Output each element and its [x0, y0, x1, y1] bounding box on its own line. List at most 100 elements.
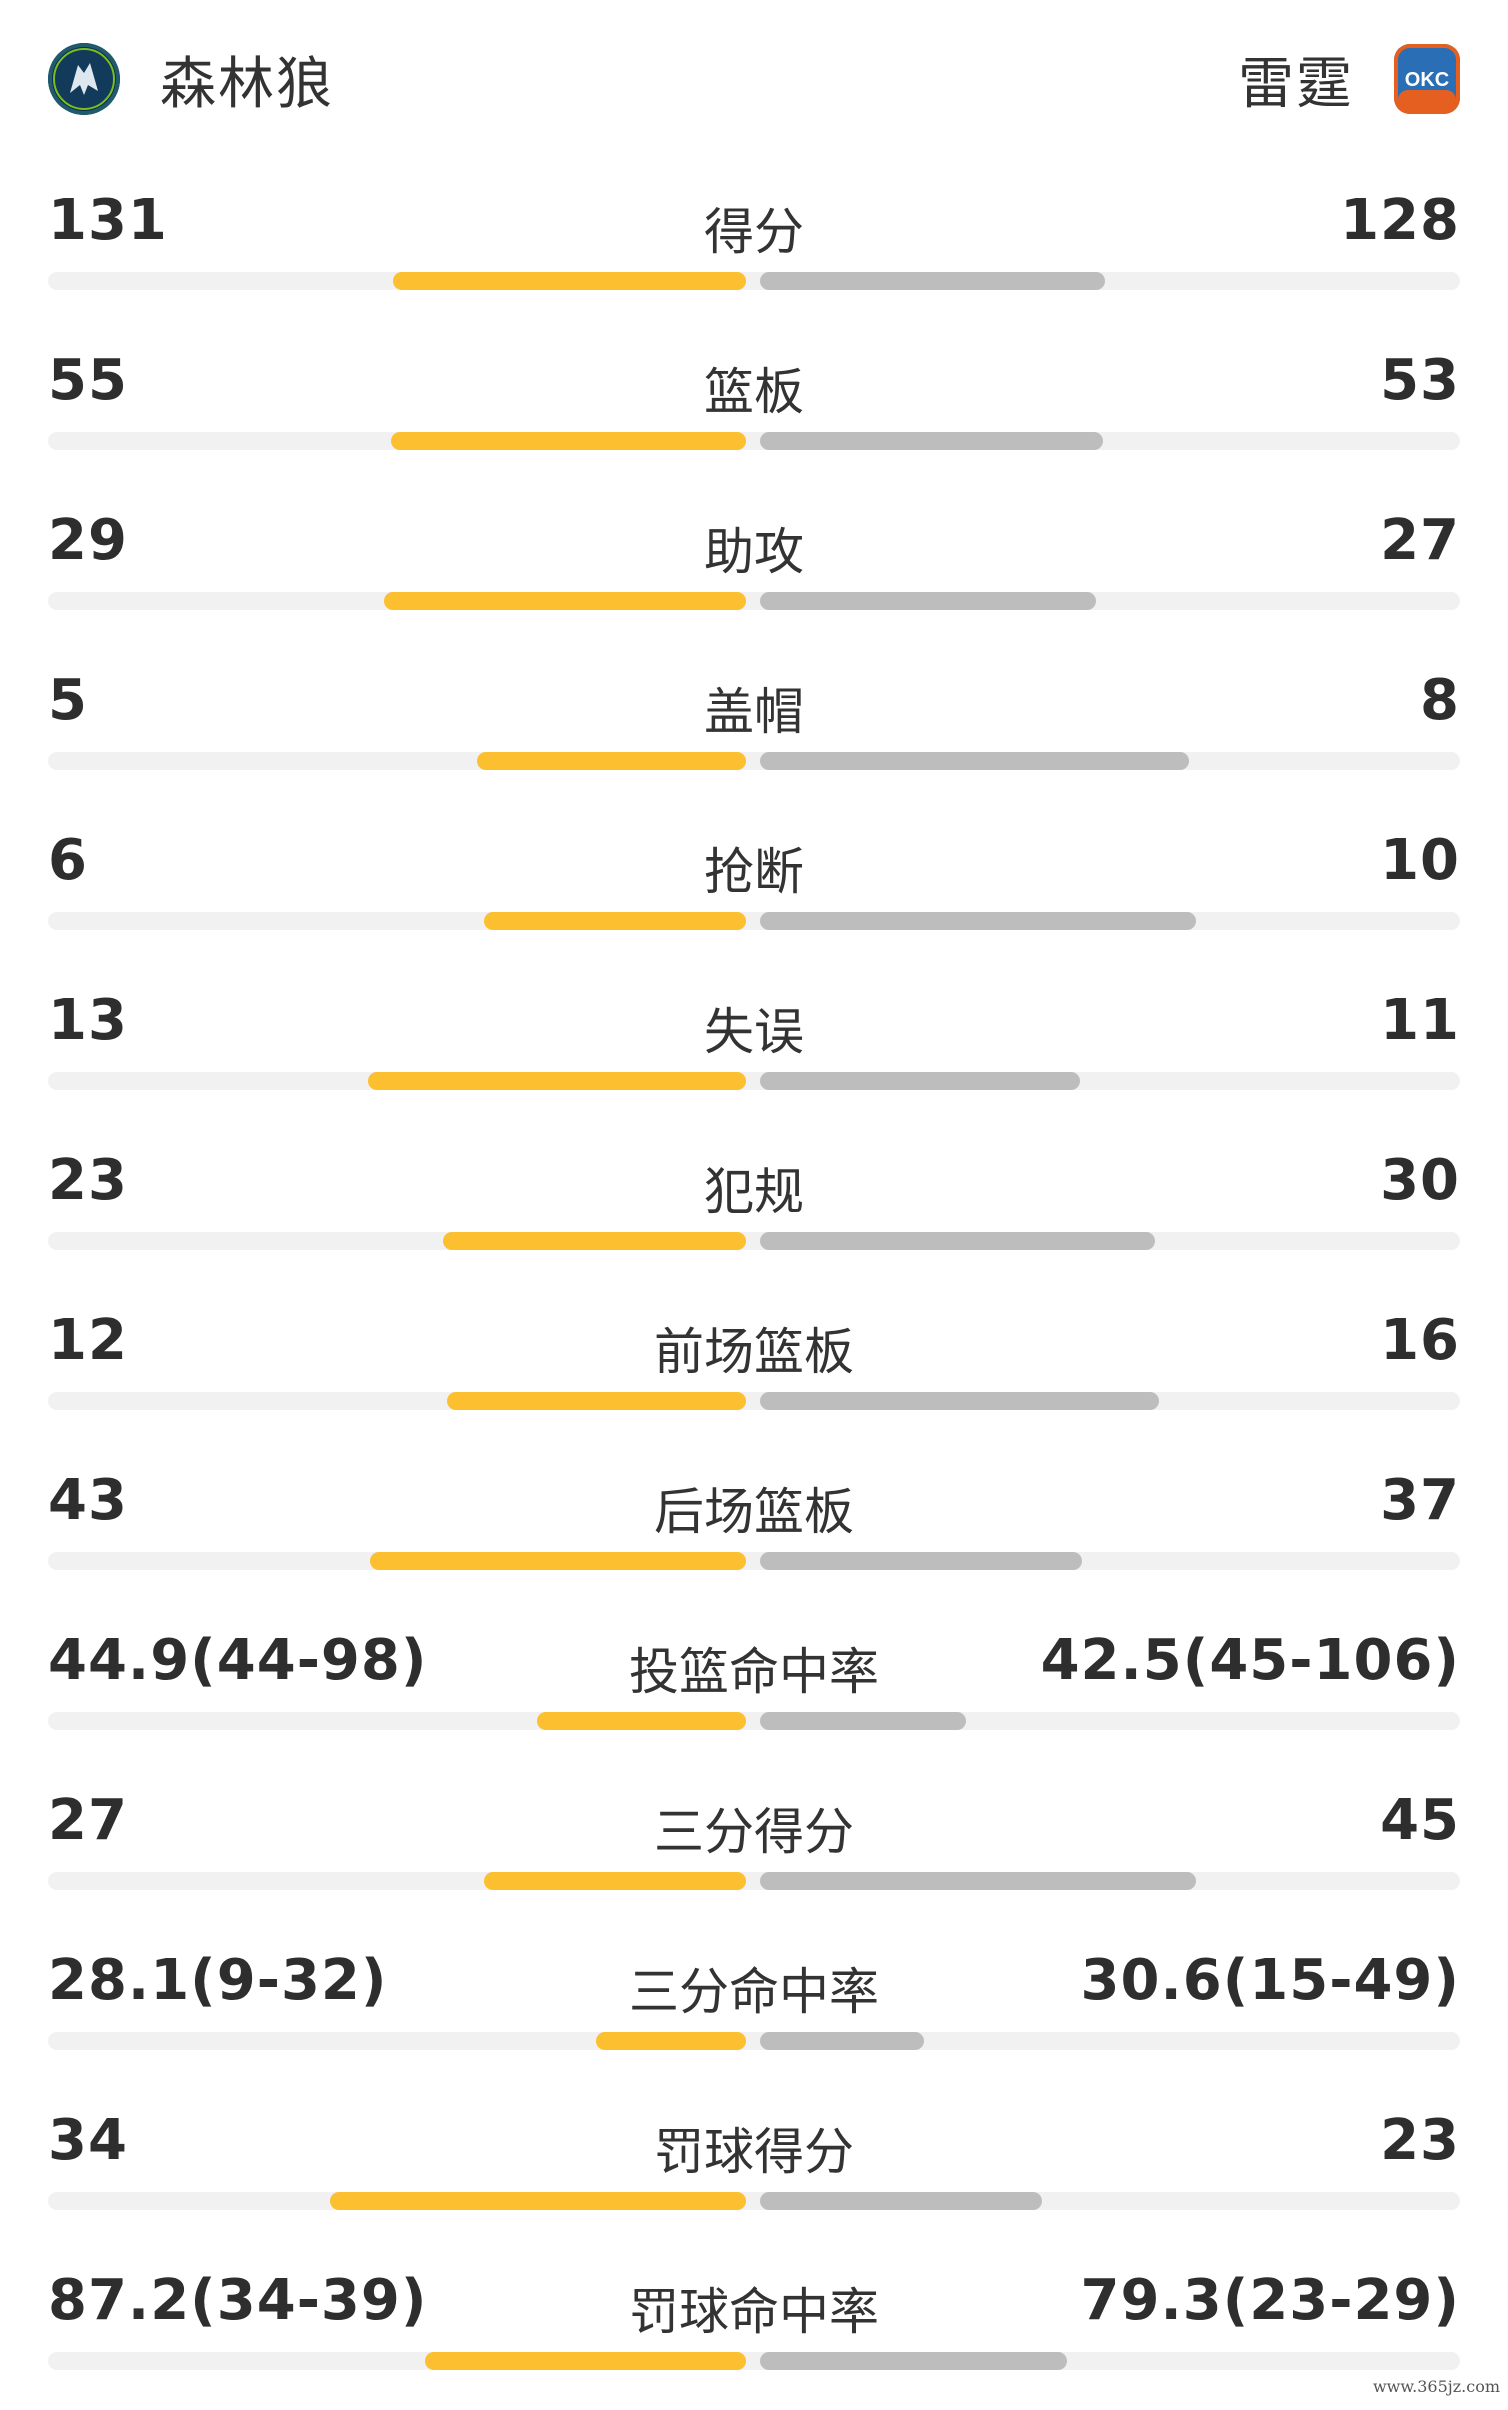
away-stat-bar [760, 432, 1103, 450]
home-stat-bar [370, 1552, 746, 1570]
home-stat-value: 55 [48, 348, 128, 413]
timberwolves-logo-icon [48, 43, 120, 115]
home-stat-value: 6 [48, 828, 88, 893]
home-team[interactable]: 森林狼 [48, 38, 334, 120]
away-stat-bar [760, 752, 1189, 770]
stats-comparison-list: 131 得分 128 55 篮板 53 29 助攻 27 5 盖帽 8 6 抢断 10 13 失误 11 23 犯规 3… [0, 170, 1508, 2410]
away-team-name: 雷霆 [1238, 51, 1354, 117]
away-stat-value: 27 [1380, 508, 1460, 573]
stat-row: 43 后场篮板 37 [0, 1450, 1508, 1610]
home-stat-value: 44.9(44-98) [48, 1628, 428, 1693]
stat-row: 131 得分 128 [0, 170, 1508, 330]
away-stat-value: 23 [1380, 2108, 1460, 2173]
stat-label: 失误 [704, 1003, 804, 1061]
stat-row: 28.1(9-32) 三分命中率 30.6(15-49) [0, 1930, 1508, 2090]
away-stat-value: 30.6(15-49) [1080, 1948, 1460, 2013]
match-header: 森林狼 雷霆 OKC [0, 0, 1508, 150]
stat-row: 87.2(34-39) 罚球命中率 79.3(23-29) [0, 2250, 1508, 2410]
home-stat-bar [330, 2192, 746, 2210]
stat-bar-track [48, 2352, 1460, 2370]
stat-row: 27 三分得分 45 [0, 1770, 1508, 1930]
stat-bar-track [48, 912, 1460, 930]
stat-bar-track [48, 1872, 1460, 1890]
stat-label: 罚球命中率 [629, 2283, 879, 2341]
home-stat-bar [596, 2032, 746, 2050]
home-stat-value: 23 [48, 1148, 128, 1213]
home-stat-value: 43 [48, 1468, 128, 1533]
home-stat-bar [391, 432, 746, 450]
home-stat-bar [368, 1072, 746, 1090]
home-stat-bar [443, 1232, 746, 1250]
home-stat-bar [425, 2352, 746, 2370]
stat-row: 12 前场篮板 16 [0, 1290, 1508, 1450]
stat-label: 犯规 [704, 1163, 804, 1221]
stat-row: 44.9(44-98) 投篮命中率 42.5(45-106) [0, 1610, 1508, 1770]
away-stat-bar [760, 1552, 1082, 1570]
home-stat-value: 87.2(34-39) [48, 2268, 428, 2333]
thunder-okc-logo-icon: OKC [1394, 44, 1460, 114]
watermark: www.365jz.com [1372, 2377, 1500, 2396]
stat-label: 篮板 [704, 363, 804, 421]
home-stat-value: 13 [48, 988, 128, 1053]
stat-bar-track [48, 1072, 1460, 1090]
away-stat-value: 45 [1380, 1788, 1460, 1853]
away-stat-bar [760, 272, 1105, 290]
stat-bar-track [48, 2192, 1460, 2210]
away-stat-bar [760, 2352, 1067, 2370]
home-stat-bar [484, 1872, 746, 1890]
home-stat-bar [477, 752, 746, 770]
away-stat-bar [760, 1712, 966, 1730]
away-stat-bar [760, 1072, 1080, 1090]
home-stat-value: 131 [48, 188, 168, 253]
away-stat-value: 10 [1380, 828, 1460, 893]
home-stat-bar [393, 272, 746, 290]
stat-row: 34 罚球得分 23 [0, 2090, 1508, 2250]
stat-bar-track [48, 1392, 1460, 1410]
away-stat-value: 37 [1380, 1468, 1460, 1533]
stat-label: 后场篮板 [654, 1483, 854, 1541]
away-stat-bar [760, 2192, 1042, 2210]
stat-label: 罚球得分 [654, 2123, 854, 2181]
stat-row: 55 篮板 53 [0, 330, 1508, 490]
stat-label: 得分 [704, 203, 804, 261]
home-stat-bar [384, 592, 746, 610]
stat-row: 6 抢断 10 [0, 810, 1508, 970]
away-stat-value: 8 [1420, 668, 1460, 733]
home-stat-value: 29 [48, 508, 128, 573]
stat-bar-track [48, 752, 1460, 770]
stat-label: 三分得分 [654, 1803, 854, 1861]
away-stat-value: 11 [1380, 988, 1460, 1053]
home-stat-value: 34 [48, 2108, 128, 2173]
away-stat-value: 42.5(45-106) [1040, 1628, 1460, 1693]
away-stat-value: 53 [1380, 348, 1460, 413]
stat-row: 23 犯规 30 [0, 1130, 1508, 1290]
stat-bar-track [48, 592, 1460, 610]
stat-row: 13 失误 11 [0, 970, 1508, 1130]
stat-label: 三分命中率 [629, 1963, 879, 2021]
home-stat-value: 5 [48, 668, 88, 733]
home-stat-bar [537, 1712, 746, 1730]
home-stat-value: 28.1(9-32) [48, 1948, 388, 2013]
away-stat-value: 16 [1380, 1308, 1460, 1373]
stat-label: 前场篮板 [654, 1323, 854, 1381]
away-stat-value: 79.3(23-29) [1080, 2268, 1460, 2333]
away-stat-bar [760, 2032, 924, 2050]
away-stat-bar [760, 1872, 1196, 1890]
stat-label: 抢断 [704, 843, 804, 901]
away-stat-bar [760, 1392, 1159, 1410]
okc-logo-text: OKC [1405, 69, 1449, 91]
stat-label: 助攻 [704, 523, 804, 581]
away-stat-bar [760, 1232, 1155, 1250]
home-team-name: 森林狼 [160, 51, 334, 117]
stat-bar-track [48, 1552, 1460, 1570]
stat-bar-track [48, 1712, 1460, 1730]
stat-bar-track [48, 1232, 1460, 1250]
stat-row: 29 助攻 27 [0, 490, 1508, 650]
away-stat-bar [760, 912, 1196, 930]
home-stat-bar [484, 912, 746, 930]
away-team[interactable]: 雷霆 OKC [1238, 38, 1460, 120]
stat-bar-track [48, 2032, 1460, 2050]
away-stat-value: 30 [1380, 1148, 1460, 1213]
home-stat-bar [447, 1392, 746, 1410]
away-stat-value: 128 [1340, 188, 1460, 253]
